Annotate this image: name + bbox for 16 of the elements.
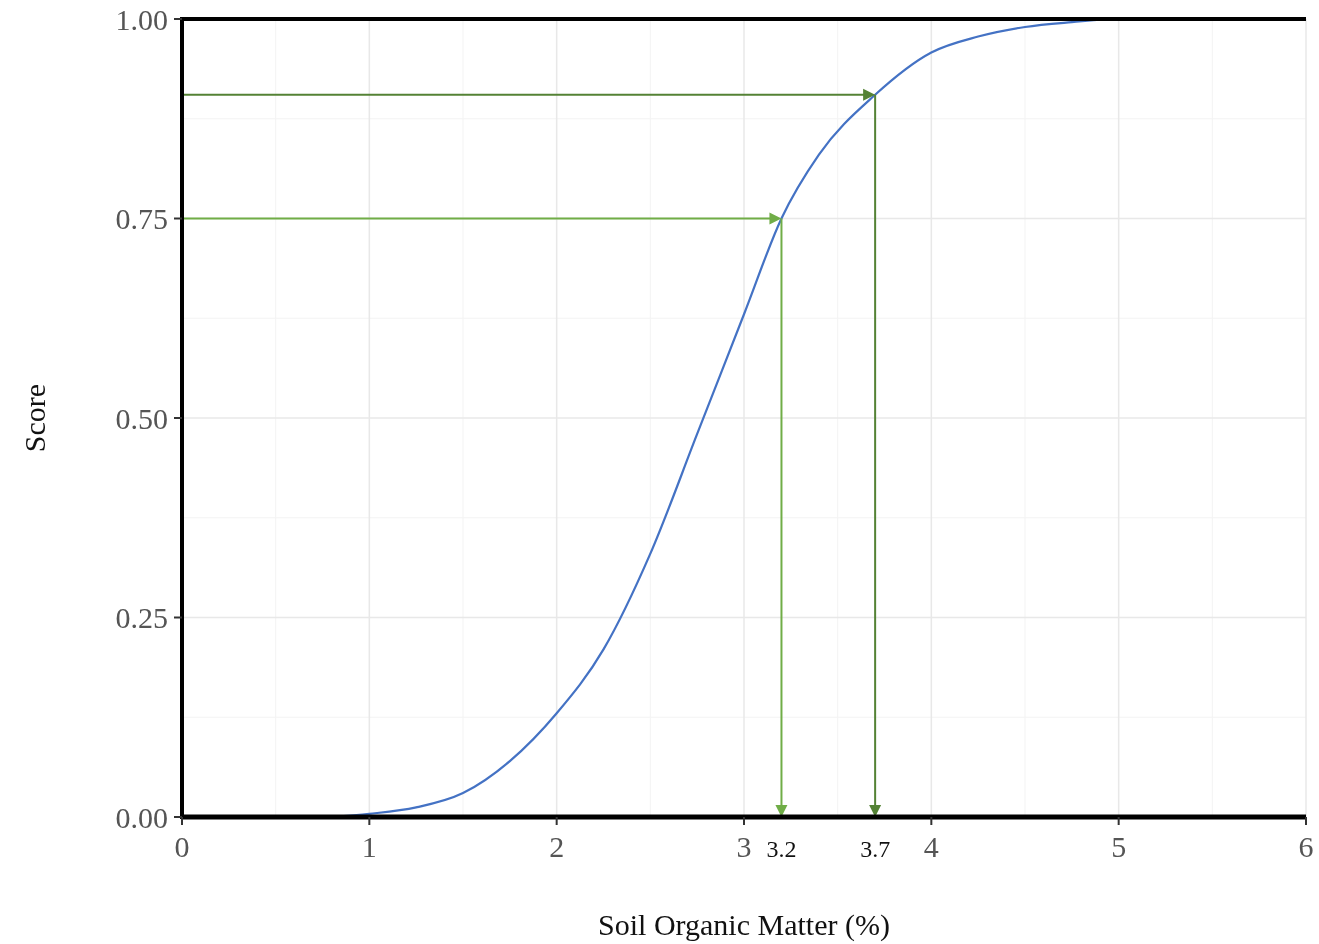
x-axis-title: Soil Organic Matter (%) <box>598 908 890 942</box>
y-tick-label: 0.25 <box>115 601 168 634</box>
y-tick-label: 0.50 <box>115 401 168 435</box>
ref-line-label: 3.7 <box>860 836 891 862</box>
x-tick-label: 5 <box>1111 830 1127 863</box>
x-tick-label: 4 <box>923 830 939 863</box>
x-tick-label: 3 <box>736 830 752 863</box>
x-tick-label: 6 <box>1298 830 1314 863</box>
y-axis-title: Score <box>18 383 51 453</box>
y-tick-label: 0.75 <box>115 202 168 235</box>
x-tick-label: 2 <box>549 830 565 863</box>
y-tick-label: 1.00 <box>115 2 168 36</box>
ref-line-label: 3.2 <box>766 836 797 862</box>
x-tick-label: 1 <box>361 830 377 863</box>
y-tick-label: 0.00 <box>115 800 168 834</box>
x-tick-label: 0 <box>174 830 190 863</box>
